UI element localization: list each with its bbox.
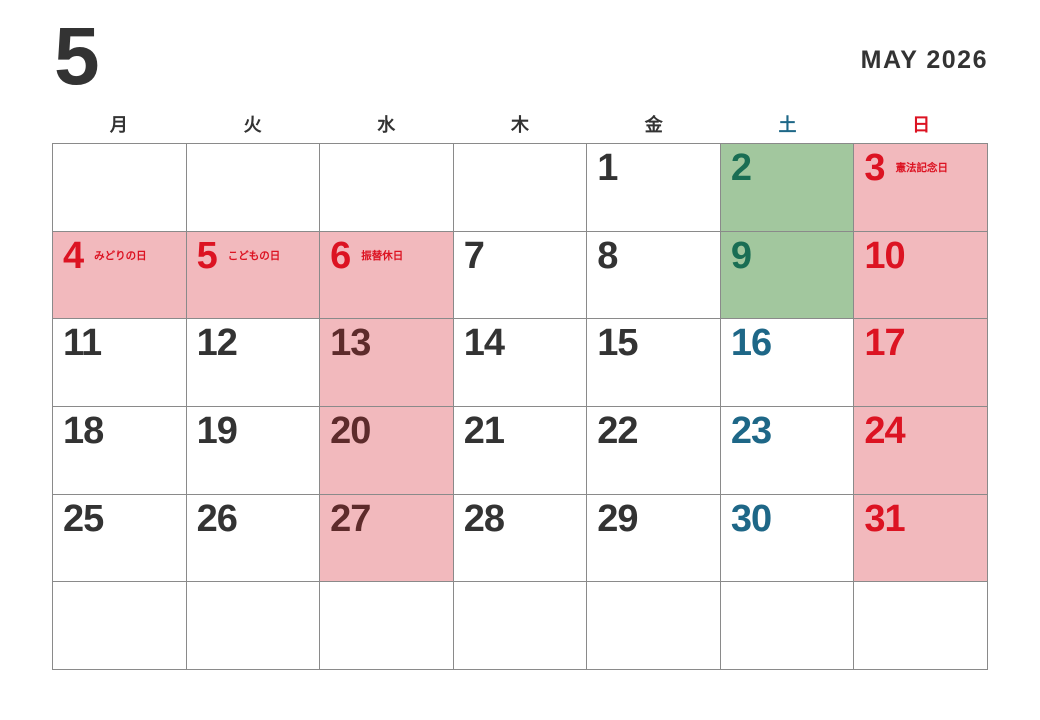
calendar-cell-day-5: 5 こどもの日 <box>186 231 321 320</box>
day-number: 1 <box>597 147 618 189</box>
calendar-cell-day-15: 15 <box>587 319 721 407</box>
day-number: 26 <box>196 497 238 540</box>
calendar-cell-day-22: 22 <box>587 406 721 495</box>
day-number: 17 <box>864 322 905 365</box>
holiday-label: こどもの日 <box>227 249 281 262</box>
day-number: 20 <box>330 409 371 452</box>
holiday-label: 憲法記念日 <box>895 162 949 174</box>
holiday-label: 振替休日 <box>361 249 404 262</box>
day-number: 15 <box>597 322 638 365</box>
weekday-header-weekday: 月 <box>109 115 128 135</box>
calendar-cell-empty <box>720 582 855 670</box>
calendar-cell-empty <box>186 144 321 232</box>
calendar-cell-day-3: 3 憲法記念日 <box>854 144 988 232</box>
calendar-cell-empty <box>453 582 588 670</box>
day-number: 23 <box>730 409 772 452</box>
month-year-label: MAY 2026 <box>860 46 988 74</box>
calendar-cell-day-14: 14 <box>453 319 588 407</box>
calendar-cell-empty <box>320 582 454 670</box>
calendar-cell-empty <box>53 144 187 232</box>
calendar-cell-day-9: 9 <box>720 231 855 320</box>
calendar-cell-day-12: 12 <box>186 319 321 407</box>
day-number: 7 <box>463 234 485 277</box>
calendar-cell-day-8: 8 <box>587 231 721 320</box>
day-number: 27 <box>330 497 371 540</box>
day-number: 4 <box>63 234 84 277</box>
calendar-cell-empty <box>587 582 721 670</box>
calendar-cell-day-4: 4 みどりの日 <box>53 231 187 320</box>
calendar-cell-day-26: 26 <box>186 494 321 583</box>
calendar-cell-day-25: 25 <box>53 494 187 583</box>
day-number: 16 <box>730 322 772 365</box>
calendar-cell-empty <box>186 582 321 670</box>
month-number: 5 <box>54 11 100 102</box>
calendar-cell-day-30: 30 <box>720 494 855 583</box>
day-number: 28 <box>463 497 505 540</box>
day-number: 30 <box>730 497 772 540</box>
calendar-cell-day-6: 6 振替休日 <box>320 231 454 320</box>
day-number: 8 <box>597 234 618 277</box>
calendar-cell-day-28: 28 <box>453 494 588 583</box>
calendar-cell-empty <box>53 582 187 670</box>
day-number: 22 <box>597 409 638 452</box>
calendar-cell-day-27: 27 <box>320 494 454 583</box>
calendar-cell-empty <box>320 144 454 232</box>
calendar-cell-day-24: 24 <box>854 406 988 495</box>
calendar-cell-day-1: 1 <box>587 144 721 232</box>
day-number: 25 <box>63 497 104 540</box>
weekday-header-weekday: 木 <box>511 115 530 135</box>
weekday-header-saturday: 土 <box>778 115 797 135</box>
day-number: 24 <box>864 409 905 452</box>
weekday-header-weekday: 金 <box>644 115 663 135</box>
day-number: 10 <box>864 234 905 277</box>
day-number: 12 <box>196 322 238 365</box>
calendar-cell-day-20: 20 <box>320 406 454 495</box>
calendar-cell-day-7: 7 <box>453 231 588 320</box>
day-number: 9 <box>730 234 752 277</box>
weekday-header-row: 月火水木金土日 <box>52 110 988 142</box>
day-number: 11 <box>63 322 102 365</box>
calendar-cell-day-19: 19 <box>186 406 321 495</box>
calendar-grid: 1 2 3 憲法記念日 4 みどりの日 5 こどもの日 6 振替休日 7 8 9 10 11 12 13 14 15… <box>52 143 988 670</box>
day-number: 2 <box>730 147 752 189</box>
day-number: 18 <box>63 409 104 452</box>
weekday-header-sunday: 日 <box>912 115 931 135</box>
calendar-cell-day-17: 17 <box>854 319 988 407</box>
calendar-cell-day-21: 21 <box>453 406 588 495</box>
day-number: 21 <box>463 409 505 452</box>
holiday-label: みどりの日 <box>94 249 147 262</box>
day-number: 29 <box>597 497 638 540</box>
day-number: 6 <box>330 234 351 277</box>
calendar-cell-day-29: 29 <box>587 494 721 583</box>
calendar-cell-empty <box>453 144 588 232</box>
day-number: 5 <box>196 234 218 277</box>
calendar-cell-day-2: 2 <box>720 144 855 232</box>
calendar-cell-day-11: 11 <box>53 319 187 407</box>
day-number: 3 <box>864 147 885 189</box>
calendar-cell-day-13: 13 <box>320 319 454 407</box>
calendar-cell-day-23: 23 <box>720 406 855 495</box>
calendar-cell-day-18: 18 <box>53 406 187 495</box>
weekday-header-weekday: 火 <box>243 115 262 135</box>
calendar-cell-day-10: 10 <box>854 231 988 320</box>
calendar-cell-empty <box>854 582 988 670</box>
calendar-cell-day-31: 31 <box>854 494 988 583</box>
day-number: 31 <box>864 497 905 540</box>
day-number: 14 <box>463 322 505 365</box>
day-number: 19 <box>196 409 238 452</box>
day-number: 13 <box>330 322 371 365</box>
calendar-cell-day-16: 16 <box>720 319 855 407</box>
weekday-header-weekday: 水 <box>377 115 396 135</box>
